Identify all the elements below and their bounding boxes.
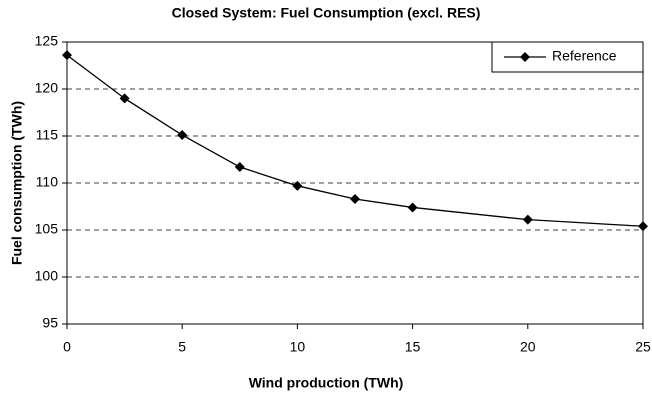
y-tick-label: 110 [36, 174, 59, 190]
legend-marker [520, 52, 530, 62]
point-marker [177, 130, 188, 141]
y-tick-label: 115 [36, 127, 59, 143]
y-tick-label: 125 [35, 33, 59, 49]
y-tick-label: 100 [35, 268, 59, 284]
y-tick-label: 95 [42, 315, 58, 331]
x-tick-label: 5 [178, 339, 186, 355]
point-marker [119, 93, 130, 104]
chart-title: Closed System: Fuel Consumption (excl. R… [172, 5, 481, 21]
legend-box [491, 41, 644, 73]
point-marker [62, 50, 72, 61]
point-marker [350, 193, 360, 204]
x-tick-label: 10 [290, 339, 306, 355]
point-marker [522, 214, 533, 225]
point-marker [638, 221, 648, 232]
x-tick-label: 15 [405, 339, 421, 355]
y-tick-label: 120 [35, 80, 59, 96]
plot-frame [66, 41, 644, 325]
y-tick-label: 105 [35, 221, 59, 237]
x-tick-label: 20 [520, 339, 536, 355]
point-marker [407, 202, 418, 213]
point-marker [292, 180, 303, 191]
x-axis-label: Wind production (TWh) [249, 375, 404, 391]
x-tick-label: 0 [63, 339, 71, 355]
y-axis-label: Fuel consumption (TWh) [9, 101, 25, 265]
legend-label: Reference [552, 48, 617, 64]
point-marker [234, 162, 245, 173]
x-tick-label: 25 [635, 339, 651, 355]
